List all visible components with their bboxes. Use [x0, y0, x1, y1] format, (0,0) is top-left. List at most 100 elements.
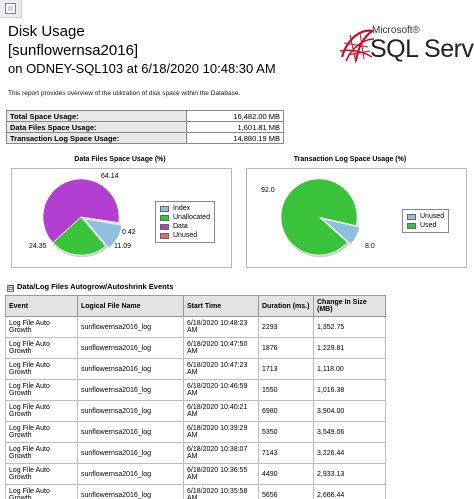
report-description: This report provides overview of the uti…: [8, 90, 241, 97]
column-header[interactable]: Duration (ms.): [258, 295, 314, 317]
start-time-cell: 6/18/2020 10:36:55 AM: [183, 463, 259, 485]
change-size-cell: 3,904.00: [313, 400, 386, 422]
event-cell: Log File Auto Growth: [5, 400, 78, 422]
event-cell: Log File Auto Growth: [5, 484, 78, 499]
table-row: Log File Auto Growth sunflowernsa2016_log…: [5, 442, 386, 464]
legend-swatch: [407, 213, 416, 220]
column-header[interactable]: Logical File Name: [77, 295, 184, 317]
legend-label: Used: [420, 222, 437, 229]
logical-file-cell: sunflowernsa2016_log: [77, 358, 184, 380]
legend-swatch: [160, 232, 169, 239]
event-cell: Log File Auto Growth: [5, 421, 78, 443]
table-row: Log File Auto Growth sunflowernsa2016_log…: [5, 484, 386, 499]
summary-value: 14,880.19 MB: [186, 132, 284, 144]
microsoft-wordmark: Microsoft®: [372, 25, 420, 36]
section-title: Data/Log Files Autogrow/Autoshrink Event…: [17, 282, 174, 291]
sql-server-logo: Microsoft® SQL Server: [338, 25, 474, 75]
logical-file-cell: sunflowernsa2016_log: [77, 442, 184, 464]
data-files-chart: 64.14 0.42 24.35 11.09 Index Unallocated…: [11, 168, 232, 268]
summary-value: 1,601.81 MB: [186, 121, 284, 133]
start-time-cell: 6/18/2020 10:35:58 AM: [183, 484, 259, 499]
legend-swatch: [160, 223, 169, 230]
duration-cell: 1876: [258, 337, 314, 359]
legend-item-used: Used: [407, 221, 444, 230]
duration-cell: 7143: [258, 442, 314, 464]
duration-cell: 2293: [258, 316, 314, 338]
data-label-unallocated: 24.35: [29, 243, 47, 250]
legend-item-unused: Unused: [407, 212, 444, 221]
data-label-used: 92.0: [261, 187, 275, 194]
legend-label: Unused: [420, 213, 445, 220]
table-row: Log File Auto Growth sunflowernsa2016_log…: [5, 463, 386, 485]
start-time-cell: 6/18/2020 10:47:50 AM: [183, 337, 259, 359]
data-label-index: 11.09: [114, 243, 131, 250]
table-row: Log File Auto Growth sunflowernsa2016_log…: [5, 421, 386, 443]
change-size-cell: 2,666.44: [313, 484, 386, 499]
data-label-data: 64.14: [101, 173, 119, 180]
legend-swatch: [160, 214, 169, 221]
logical-file-cell: sunflowernsa2016_log: [77, 421, 184, 443]
summary-row: Total Space Usage: 16,482.00 MB: [6, 110, 284, 122]
duration-cell: 6980: [258, 400, 314, 422]
transaction-log-chart: 92.0 8.0 Unused Used: [246, 168, 467, 268]
summary-label: Transaction Log Space Usage:: [6, 132, 187, 144]
summary-value: 16,482.00 MB: [186, 110, 284, 122]
pie-slice-unallocated: [52, 216, 106, 256]
report-icon: [5, 3, 16, 14]
change-size-cell: 3,549.06: [313, 421, 386, 443]
legend-swatch: [407, 222, 416, 229]
pie-slice-unused: [80, 216, 119, 224]
pie-slice-data: [42, 178, 120, 244]
sql-server-logo-icon: [339, 29, 375, 64]
collapse-icon[interactable]: ⊟: [7, 285, 14, 292]
column-header[interactable]: Start Time: [183, 295, 259, 317]
start-time-cell: 6/18/2020 10:47:23 AM: [183, 358, 259, 380]
start-time-cell: 6/18/2020 10:40:21 AM: [183, 400, 259, 422]
data-files-pie: [42, 178, 123, 258]
report-title: Disk Usage: [8, 23, 85, 40]
change-size-cell: 2,933.13: [313, 463, 386, 485]
duration-cell: 4490: [258, 463, 314, 485]
data-files-chart-title: Data Files Space Usage (%): [74, 156, 166, 163]
table-header-row: Event Logical File Name Start Time Durat…: [5, 295, 386, 317]
legend-swatch: [160, 205, 169, 212]
legend-item-unused: Unused: [160, 231, 210, 240]
legend-label: Data: [173, 223, 188, 230]
duration-cell: 1550: [258, 379, 314, 401]
transaction-log-pie: [280, 178, 360, 258]
start-time-cell: 6/18/2020 10:48:23 AM: [183, 316, 259, 338]
logical-file-cell: sunflowernsa2016_log: [77, 463, 184, 485]
duration-cell: 1713: [258, 358, 314, 380]
event-cell: Log File Auto Growth: [5, 379, 78, 401]
summary-label: Data Files Space Usage:: [6, 121, 187, 133]
table-row: Log File Auto Growth sunflowernsa2016_log…: [5, 316, 386, 338]
event-cell: Log File Auto Growth: [5, 337, 78, 359]
pie-slice-used: [280, 178, 358, 256]
window-icon-strip: [0, 0, 22, 18]
legend-item-unallocated: Unallocated: [160, 213, 210, 222]
duration-cell: 5350: [258, 421, 314, 443]
autogrow-section-header[interactable]: ⊟ Data/Log Files Autogrow/Autoshrink Even…: [7, 282, 173, 292]
data-files-legend: Index Unallocated Data Unused: [155, 201, 215, 243]
logical-file-cell: sunflowernsa2016_log: [77, 400, 184, 422]
summary-label: Total Space Usage:: [6, 110, 187, 122]
start-time-cell: 6/18/2020 10:39:29 AM: [183, 421, 259, 443]
change-size-cell: 1,352.75: [313, 316, 386, 338]
report-database: [sunflowernsa2016]: [8, 42, 139, 59]
table-row: Log File Auto Growth sunflowernsa2016_log…: [5, 337, 386, 359]
column-header[interactable]: Change In Size (MB): [313, 295, 386, 317]
report-server-line: on ODNEY-SQL103 at 6/18/2020 10:48:30 AM: [8, 61, 276, 76]
change-size-cell: 3,226.44: [313, 442, 386, 464]
logical-file-cell: sunflowernsa2016_log: [77, 484, 184, 499]
legend-item-index: Index: [160, 204, 210, 213]
event-cell: Log File Auto Growth: [5, 442, 78, 464]
table-row: Log File Auto Growth sunflowernsa2016_log…: [5, 379, 386, 401]
start-time-cell: 6/18/2020 10:46:59 AM: [183, 379, 259, 401]
column-header[interactable]: Event: [5, 295, 78, 317]
pie-slice-unused: [322, 218, 360, 245]
transaction-log-legend: Unused Used: [402, 209, 450, 233]
duration-cell: 5656: [258, 484, 314, 499]
legend-label: Unallocated: [173, 214, 210, 221]
legend-item-data: Data: [160, 222, 210, 231]
transaction-log-chart-title: Transaction Log Space Usage (%): [293, 156, 407, 163]
